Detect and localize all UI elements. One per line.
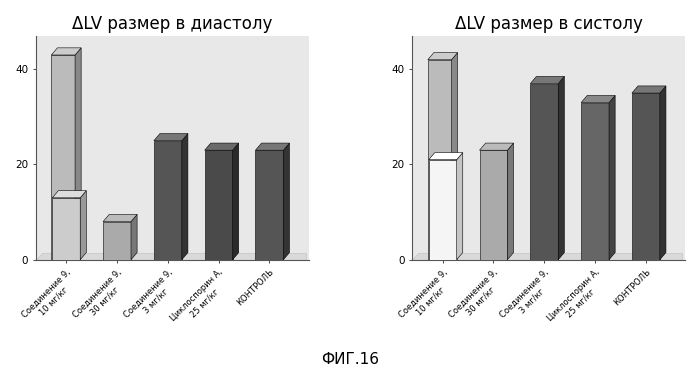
Polygon shape xyxy=(36,253,306,260)
Polygon shape xyxy=(581,95,615,103)
Polygon shape xyxy=(660,86,666,260)
Title: ΔLV размер в диастолу: ΔLV размер в диастолу xyxy=(72,15,272,33)
Polygon shape xyxy=(428,152,463,160)
Polygon shape xyxy=(508,143,514,260)
Polygon shape xyxy=(103,214,137,221)
Polygon shape xyxy=(204,143,239,150)
Polygon shape xyxy=(428,53,458,60)
Bar xyxy=(632,93,660,260)
Bar xyxy=(154,141,182,260)
Text: ФИГ.16: ФИГ.16 xyxy=(321,352,379,367)
Polygon shape xyxy=(232,143,239,260)
Bar xyxy=(428,60,452,260)
Polygon shape xyxy=(609,95,615,260)
Polygon shape xyxy=(531,76,564,83)
Polygon shape xyxy=(131,214,137,260)
Polygon shape xyxy=(182,134,188,260)
Polygon shape xyxy=(559,76,564,260)
Polygon shape xyxy=(256,143,290,150)
Polygon shape xyxy=(154,134,188,141)
Polygon shape xyxy=(51,48,81,55)
Bar xyxy=(581,103,609,260)
Polygon shape xyxy=(412,253,682,260)
Polygon shape xyxy=(75,48,81,260)
Polygon shape xyxy=(284,143,290,260)
Title: ΔLV размер в систолу: ΔLV размер в систолу xyxy=(455,15,643,33)
Polygon shape xyxy=(480,143,514,150)
Bar xyxy=(256,150,284,260)
Bar xyxy=(204,150,232,260)
Polygon shape xyxy=(456,152,463,260)
Bar xyxy=(480,150,508,260)
Bar xyxy=(103,221,131,260)
Polygon shape xyxy=(452,53,458,260)
Polygon shape xyxy=(632,86,666,93)
Polygon shape xyxy=(80,191,86,260)
Bar xyxy=(428,160,456,260)
Bar xyxy=(52,198,80,260)
Bar xyxy=(51,55,75,260)
Polygon shape xyxy=(52,191,86,198)
Bar xyxy=(531,83,559,260)
